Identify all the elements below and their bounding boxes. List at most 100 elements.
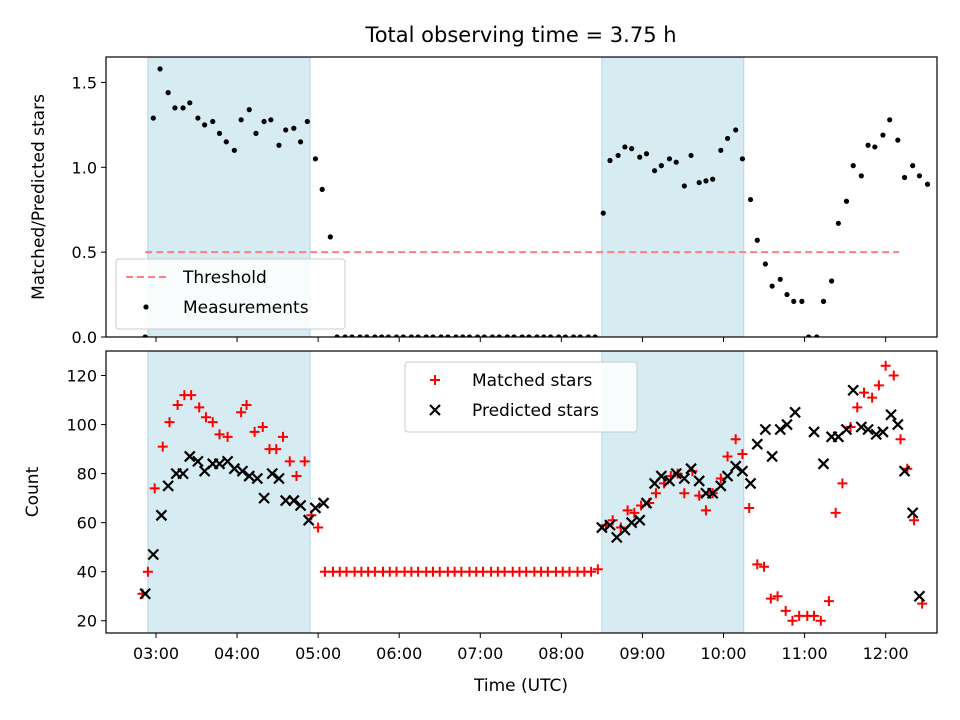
- chart-title: Total observing time = 3.75 h: [364, 23, 676, 47]
- x-tick-label: 09:00: [619, 644, 665, 663]
- matched-star-point: [194, 402, 205, 413]
- x-tick-label: 07:00: [457, 644, 503, 663]
- measurement-point: [843, 198, 850, 204]
- matched-star-point: [157, 441, 168, 452]
- measurement-point: [666, 156, 673, 162]
- predicted-star-point: [317, 497, 330, 509]
- x-tick-label: 11:00: [782, 644, 828, 663]
- matched-star-point: [722, 451, 733, 462]
- measurement-point: [408, 334, 414, 337]
- matched-star-point: [880, 360, 891, 371]
- predicted-star-point: [892, 418, 904, 431]
- measurement-point: [688, 152, 694, 159]
- predicted-star-point: [751, 438, 764, 450]
- measurement-point: [570, 334, 577, 337]
- measurement-point: [880, 132, 886, 138]
- measurement-point: [216, 130, 223, 136]
- matched-star-point: [823, 596, 834, 607]
- predicted-star-point: [678, 472, 691, 485]
- measurement-point: [733, 127, 739, 133]
- x-tick-label: 06:00: [376, 644, 422, 663]
- measurement-point: [276, 142, 282, 148]
- measurement-point: [172, 105, 178, 111]
- predicted-star-point: [906, 507, 919, 519]
- measurement-point: [651, 168, 658, 174]
- matched-star-point: [313, 522, 324, 533]
- predicted-star-point: [273, 472, 285, 485]
- measurement-point: [415, 334, 421, 337]
- predicted-star-point: [715, 480, 727, 492]
- predicted-star-point: [789, 406, 801, 419]
- matched-star-point: [787, 615, 798, 626]
- matched-star-point: [222, 431, 233, 442]
- measurement-point: [629, 146, 635, 152]
- predicted-star-point: [288, 494, 300, 507]
- ratio-panel: 0.0 0.5 1.0 1.5 Matched/Predicted stars Thres…: [29, 56, 938, 347]
- matched-star-point: [214, 429, 225, 440]
- observing-window-shade: [601, 56, 745, 338]
- measurement-point: [643, 151, 650, 157]
- measurement-point: [334, 334, 340, 337]
- y-tick-label: 0.0: [72, 328, 97, 347]
- y-tick-label: 1.5: [72, 73, 97, 92]
- measurement-point: [534, 334, 540, 337]
- predicted-star-point: [596, 521, 608, 534]
- y-tick-label: 1.0: [72, 158, 97, 177]
- measurement-point: [865, 142, 871, 148]
- matched-star-point: [299, 456, 310, 467]
- predicted-star-point: [177, 467, 189, 480]
- predicted-star-point: [183, 450, 196, 463]
- measurement-point: [187, 100, 193, 106]
- measurement-point: [142, 334, 148, 337]
- predicted-star-point: [213, 458, 226, 470]
- matched-star-point: [278, 431, 289, 442]
- measurement-point: [349, 334, 355, 337]
- predicted-star-point: [228, 462, 241, 475]
- x-axis-label: Time (UTC): [473, 676, 568, 696]
- measurement-point: [180, 105, 186, 111]
- predicted-star-point: [251, 472, 264, 485]
- measurement-point: [297, 139, 304, 145]
- measurement-point: [769, 283, 775, 289]
- matched-star-point: [586, 566, 597, 577]
- predicted-star-point: [729, 460, 742, 473]
- matched-star-point: [809, 610, 820, 621]
- measurement-point: [195, 115, 201, 121]
- measurement-point: [806, 334, 812, 337]
- predicted-star-point: [655, 470, 668, 482]
- measurement-point: [622, 144, 628, 150]
- measurement-point: [658, 163, 664, 169]
- predicted-star-point: [162, 480, 174, 492]
- matched-star-point: [257, 422, 268, 433]
- measurement-point: [901, 174, 908, 181]
- measurement-point: [238, 117, 244, 123]
- matched-star-point: [759, 561, 770, 572]
- matched-star-point: [859, 387, 870, 398]
- measurement-point: [637, 154, 643, 160]
- measurement-point: [777, 276, 783, 282]
- matched-star-point: [867, 392, 878, 403]
- measurement-point: [673, 159, 679, 165]
- measurement-point: [231, 147, 237, 153]
- legend-box: [115, 258, 346, 330]
- matched-star-point: [592, 564, 603, 575]
- matched-star-point: [815, 615, 826, 626]
- measurement-point: [592, 334, 598, 337]
- matched-star-point: [284, 456, 295, 467]
- measurement-point: [814, 334, 820, 337]
- predicted-star-point: [294, 499, 307, 512]
- measurement-point: [577, 334, 583, 337]
- predicted-star-point: [604, 519, 616, 531]
- measurement-point: [791, 298, 797, 304]
- predicted-star-point: [781, 418, 793, 431]
- y-tick-label: 120: [66, 367, 97, 386]
- measurement-point: [304, 118, 310, 125]
- measurement-point: [385, 334, 392, 337]
- measurement-point: [246, 107, 252, 113]
- measurement-point: [445, 334, 451, 337]
- measurement-point: [541, 334, 547, 337]
- matched-star-point: [752, 559, 763, 570]
- matched-star-point: [765, 593, 776, 604]
- matched-star-point: [888, 370, 899, 381]
- x-tick-label: 12:00: [863, 644, 909, 663]
